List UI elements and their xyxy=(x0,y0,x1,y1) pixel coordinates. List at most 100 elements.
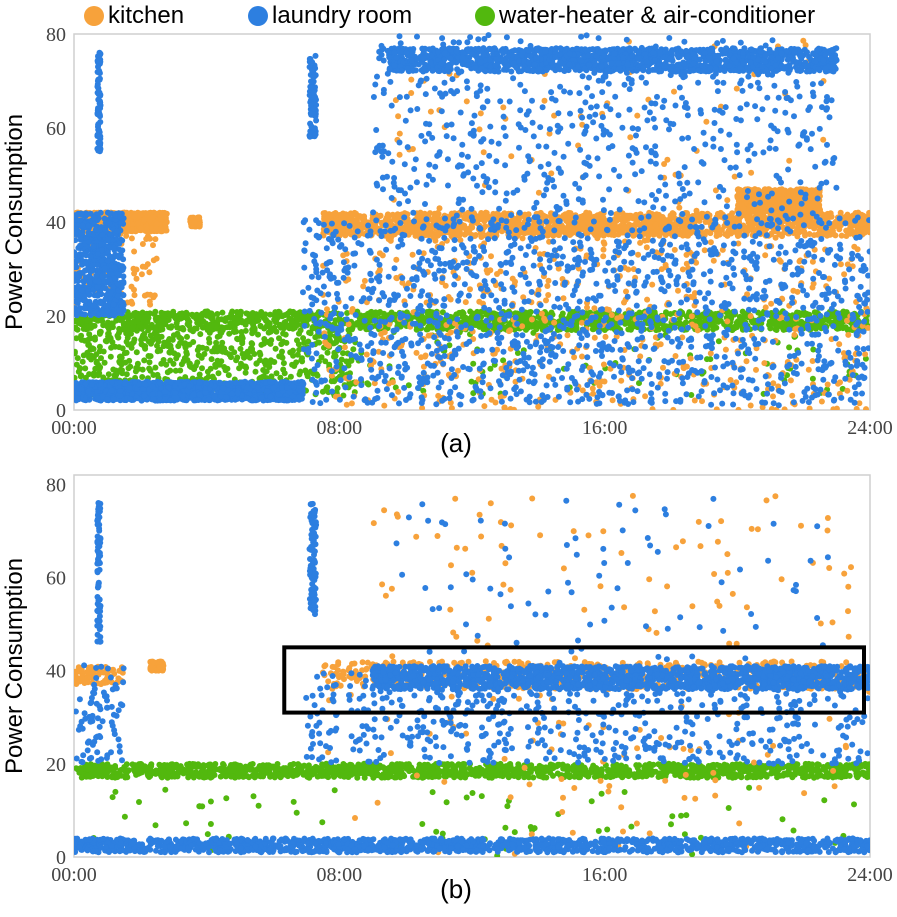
data-point xyxy=(545,277,552,284)
data-point xyxy=(213,325,220,332)
data-point xyxy=(278,341,285,348)
data-point xyxy=(215,370,222,377)
data-point xyxy=(242,327,249,334)
data-point xyxy=(204,312,210,319)
data-point xyxy=(125,365,132,372)
data-point xyxy=(237,345,244,352)
data-point xyxy=(297,368,304,375)
data-point xyxy=(521,211,528,218)
data-point xyxy=(278,323,285,330)
data-point xyxy=(123,371,130,378)
data-point xyxy=(134,360,141,367)
data-point xyxy=(469,310,476,317)
data-point xyxy=(309,325,316,332)
data-point xyxy=(116,353,123,360)
data-point xyxy=(88,356,95,363)
data-point xyxy=(276,335,282,342)
data-point xyxy=(713,324,720,331)
legend-label-laundry-room: laundry room xyxy=(272,2,413,29)
data-point xyxy=(261,336,268,342)
data-point xyxy=(114,332,121,339)
data-point xyxy=(243,364,250,371)
data-point xyxy=(272,319,279,326)
data-point xyxy=(131,213,138,220)
data-point xyxy=(811,309,818,316)
data-point xyxy=(135,313,142,320)
data-point xyxy=(766,321,773,328)
data-point xyxy=(129,324,136,331)
data-point xyxy=(92,365,99,372)
data-point xyxy=(812,325,819,332)
data-point xyxy=(227,321,234,328)
data-point xyxy=(717,317,724,324)
data-point xyxy=(600,232,607,239)
data-point xyxy=(111,372,118,379)
data-point xyxy=(487,365,494,372)
data-point xyxy=(377,309,383,315)
data-point xyxy=(218,316,225,323)
data-point xyxy=(267,340,274,347)
data-point xyxy=(170,360,177,367)
data-point xyxy=(163,361,170,368)
data-point xyxy=(283,339,290,346)
data-point xyxy=(92,336,98,343)
data-point xyxy=(187,363,193,370)
data-point xyxy=(273,370,280,377)
data-point xyxy=(786,344,793,351)
data-point xyxy=(174,330,181,337)
data-point xyxy=(226,330,233,337)
data-point xyxy=(152,315,159,322)
data-point xyxy=(361,313,368,319)
data-point xyxy=(262,357,269,364)
data-point xyxy=(459,309,466,316)
data-point xyxy=(74,325,80,332)
data-point xyxy=(289,361,296,368)
data-point xyxy=(267,328,274,335)
data-point xyxy=(333,389,340,396)
data-point xyxy=(214,311,221,317)
data-point xyxy=(307,330,314,337)
data-point xyxy=(141,357,148,364)
data-point xyxy=(230,328,237,335)
data-point xyxy=(180,358,187,365)
data-point xyxy=(101,359,108,366)
data-point xyxy=(198,354,205,361)
data-point xyxy=(287,373,294,380)
data-point xyxy=(590,326,597,333)
data-point xyxy=(93,359,100,366)
data-point xyxy=(560,212,567,219)
data-point xyxy=(257,351,264,358)
data-point xyxy=(478,210,485,216)
data-point xyxy=(127,313,134,320)
data-point xyxy=(622,216,629,223)
data-point xyxy=(119,345,126,352)
data-point xyxy=(234,315,241,322)
data-point xyxy=(84,317,91,324)
data-point xyxy=(294,351,301,358)
data-point xyxy=(186,322,193,329)
data-point xyxy=(177,315,184,322)
data-point xyxy=(462,314,469,321)
data-point xyxy=(268,373,275,380)
data-point xyxy=(331,349,338,356)
data-point xyxy=(202,320,209,327)
data-point xyxy=(831,223,838,229)
data-point xyxy=(149,337,156,344)
data-point xyxy=(294,310,301,317)
data-point xyxy=(158,309,165,316)
data-point xyxy=(296,330,302,337)
data-point xyxy=(138,341,145,348)
data-point xyxy=(287,349,294,356)
data-point xyxy=(110,366,117,373)
data-point xyxy=(96,329,103,335)
data-point xyxy=(139,374,146,380)
data-point xyxy=(77,365,84,372)
data-point xyxy=(74,318,78,325)
data-point xyxy=(280,330,287,337)
series-kitchen xyxy=(74,37,870,410)
data-point xyxy=(528,316,535,323)
data-point xyxy=(294,322,301,329)
data-point xyxy=(141,216,148,223)
data-point xyxy=(453,311,460,318)
